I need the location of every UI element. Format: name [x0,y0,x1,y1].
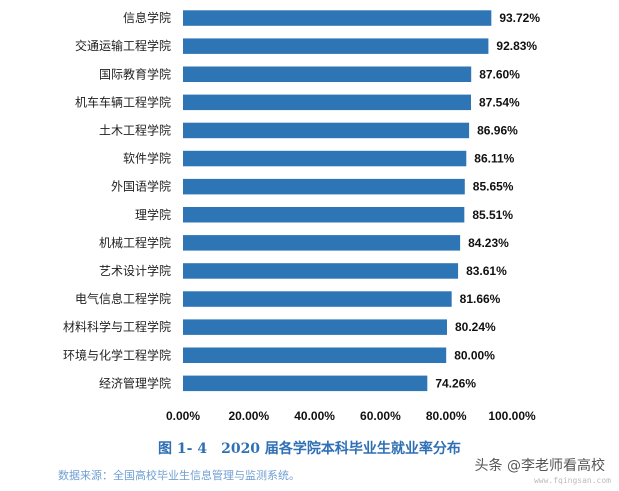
category-label: 艺术设计学院 [99,263,171,278]
category-label: 信息学院 [123,10,171,25]
x-tick-label: 0.00% [166,409,200,423]
data-label: 84.23% [468,236,509,250]
watermark-text: 头条 @李老师看高校 [474,458,605,474]
data-label: 92.83% [496,39,537,53]
data-label: 87.54% [479,95,520,109]
bar [183,347,447,363]
data-label: 87.60% [479,67,520,81]
bar [183,291,452,307]
category-label: 机车车辆工程学院 [75,94,171,109]
bar [183,319,447,335]
category-label: 国际教育学院 [99,66,171,81]
x-tick-label: 20.00% [228,409,269,423]
data-label: 81.66% [460,292,501,306]
data-label: 86.96% [477,123,518,137]
category-label: 土木工程学院 [99,122,171,137]
bar [183,207,465,223]
bar [183,235,461,251]
x-tick-label: 80.00% [426,409,467,423]
category-label: 理学院 [135,207,171,222]
x-tick-label: 100.00% [488,409,536,423]
watermark-url: www.fqingsan.com [533,476,611,485]
data-label: 86.11% [474,152,514,166]
x-tick-label: 60.00% [360,409,401,423]
category-label: 机械工程学院 [99,235,171,250]
data-label: 80.24% [455,320,496,334]
data-label: 93.72% [499,11,540,25]
source-note: 数据来源：全国高校毕业生信息管理与监测系统。 [58,469,300,482]
category-label: 电气信息工程学院 [75,291,171,306]
chart-caption: 图 1- 4 2020 届各学院本科毕业生就业率分布 [158,441,461,457]
category-label: 外国语学院 [111,179,171,194]
bar [183,66,472,82]
category-label: 环境与化学工程学院 [63,347,171,362]
bars-layer: 信息学院 93.72% 交通运输工程学院 92.83% 国际教育学院 87.60% 机车车辆… [63,10,540,423]
bar [183,375,428,392]
category-label: 经济管理学院 [99,375,171,390]
bar [183,94,472,111]
category-label: 交通运输工程学院 [75,38,171,53]
data-label: 80.00% [454,348,495,362]
data-label: 85.51% [472,208,513,222]
bar [183,38,489,54]
data-label: 74.26% [435,376,476,390]
bar [183,122,470,139]
bar [183,10,492,26]
bar [183,150,467,167]
data-label: 85.65% [473,180,514,194]
x-tick-label: 40.00% [294,409,335,423]
category-label: 材料科学与工程学院 [63,319,171,334]
bar [183,178,465,195]
bar-chart: 信息学院 93.72% 交通运输工程学院 92.83% 国际教育学院 87.60% 机车车辆… [63,10,540,423]
data-label: 83.61% [466,264,507,278]
bar [183,263,459,279]
category-label: 软件学院 [123,151,171,166]
